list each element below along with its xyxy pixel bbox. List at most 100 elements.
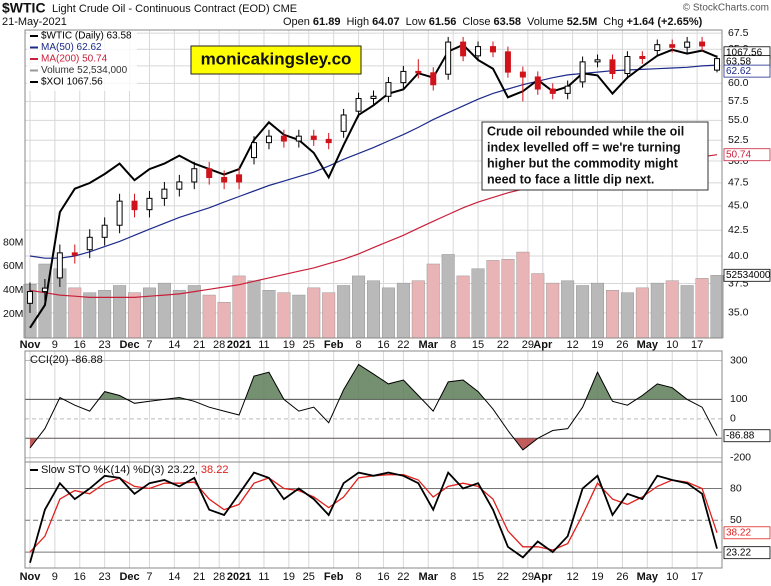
volume-bar	[217, 301, 231, 339]
volume-bar	[710, 275, 724, 339]
x-tick-label: Nov	[20, 571, 42, 583]
candle-body	[669, 44, 676, 48]
candle-body	[684, 41, 691, 48]
volume-bar	[695, 278, 709, 339]
x-tick-label: 11	[258, 339, 269, 351]
x-tick-label: 19	[591, 339, 603, 351]
candle-body	[221, 176, 228, 183]
stat-name: Chg	[603, 16, 623, 28]
x-tick-label: 2021	[227, 339, 251, 351]
candle-body	[325, 138, 332, 144]
candle-body	[579, 61, 586, 83]
sto-d-last-label: 38.22	[726, 527, 751, 538]
source: © StockCharts.com	[683, 3, 769, 14]
y-tick-label: 52.5	[728, 134, 749, 146]
x-tick-label: 16	[377, 339, 389, 351]
volume-last-label: 52534000	[726, 270, 771, 281]
volume-bar	[456, 275, 470, 339]
x-tick-label: Mar	[418, 571, 438, 583]
x-tick-label: 22	[397, 571, 409, 583]
x-tick-label: 26	[616, 571, 628, 583]
stat-value: 64.07	[372, 16, 400, 28]
volume-bar	[441, 254, 455, 339]
ma50-last-label-box	[723, 64, 771, 78]
y-tick-label: 45.0	[728, 200, 749, 212]
x-tick-label: 10	[666, 571, 678, 583]
volume-tick-label: 20M	[3, 308, 23, 320]
sto-legend: Slow STO %K(14) %D(3) 23.22, 38.22	[41, 464, 228, 476]
volume-bar	[546, 282, 560, 339]
volume-bar	[262, 290, 276, 339]
x-tick-label: 2021	[227, 571, 251, 583]
candle-body	[206, 168, 213, 178]
stats: Open 61.89 High 64.07 Low 61.56 Close 63.58 Volu…	[283, 16, 703, 28]
x-tick-label: 8	[356, 339, 362, 351]
x-tick-label: 16	[74, 571, 86, 583]
sto-legend-name: Slow STO %K(14) %D(3) 23.22,	[41, 464, 198, 476]
x-tick-label: 15	[472, 339, 484, 351]
volume-bar	[128, 292, 142, 339]
xoi-last-label: 1067.56	[726, 47, 763, 58]
sto-k-line	[29, 470, 718, 563]
volume-bar	[247, 280, 261, 339]
price-last-label: 63.58	[726, 56, 751, 67]
sto-tick-label: 50	[730, 514, 742, 526]
x-tick-label: Dec	[119, 571, 139, 583]
volume-bar	[486, 260, 500, 339]
x-tick-label: 11	[258, 571, 269, 583]
x-tick-label: May	[637, 571, 659, 583]
candle-body	[355, 97, 362, 112]
stat-name: Volume	[527, 16, 564, 28]
volume-bar	[635, 287, 649, 339]
stat-value: +1.64 (+2.65%)	[626, 16, 702, 28]
volume-bar	[307, 287, 321, 339]
candle-body	[415, 70, 422, 74]
x-tick-label: 23	[99, 571, 111, 583]
x-tick-label: 16	[377, 571, 389, 583]
stat-value: 63.58	[493, 16, 521, 28]
candle-body	[236, 174, 243, 183]
candle-body	[400, 70, 407, 84]
stat-value: 61.89	[313, 16, 341, 28]
volume-bar	[277, 292, 291, 339]
volume-bar	[187, 285, 201, 339]
legend-label: $XOI 1067.56	[41, 77, 103, 88]
volume-tick-label: 60M	[3, 260, 23, 272]
volume-bar	[381, 287, 395, 339]
volume-bar	[531, 273, 545, 339]
sto-tick-label: 80	[730, 482, 742, 494]
sto-d-last-label-box	[723, 526, 771, 540]
x-tick-label: 22	[497, 339, 509, 351]
candle-body	[519, 71, 526, 78]
candle-body	[131, 200, 138, 211]
stat-value: 61.56	[429, 16, 457, 28]
x-tick-label: 12	[567, 571, 579, 583]
y-tick-label: 47.5	[728, 177, 749, 189]
y-tick-label: 42.5	[728, 224, 749, 236]
cci-tick-label: -200	[730, 452, 751, 464]
overlay-line	[29, 64, 718, 259]
candle-body	[265, 135, 272, 144]
x-tick-label: 29	[522, 571, 534, 583]
volume-last-label-box	[723, 268, 771, 282]
legend-label: Volume 52,534,000	[41, 65, 128, 76]
watermark: monicakingsley.co	[201, 49, 352, 68]
x-tick-label: 19	[283, 339, 295, 351]
candle-body	[430, 72, 437, 86]
x-tick-label: Feb	[324, 339, 344, 351]
volume-bar	[561, 280, 575, 339]
stat-name: Open	[283, 16, 310, 28]
volume-bar	[501, 259, 515, 339]
volume-bar	[367, 280, 380, 339]
candle-body	[385, 82, 392, 97]
y-tick-label: 40.0	[728, 250, 749, 262]
candle-body	[295, 135, 302, 142]
candle-body	[504, 51, 511, 73]
candle-body	[86, 236, 93, 251]
candle-body	[624, 55, 631, 74]
x-tick-label: Nov	[20, 339, 42, 351]
candle-body	[475, 46, 482, 57]
candle-body	[549, 88, 556, 94]
